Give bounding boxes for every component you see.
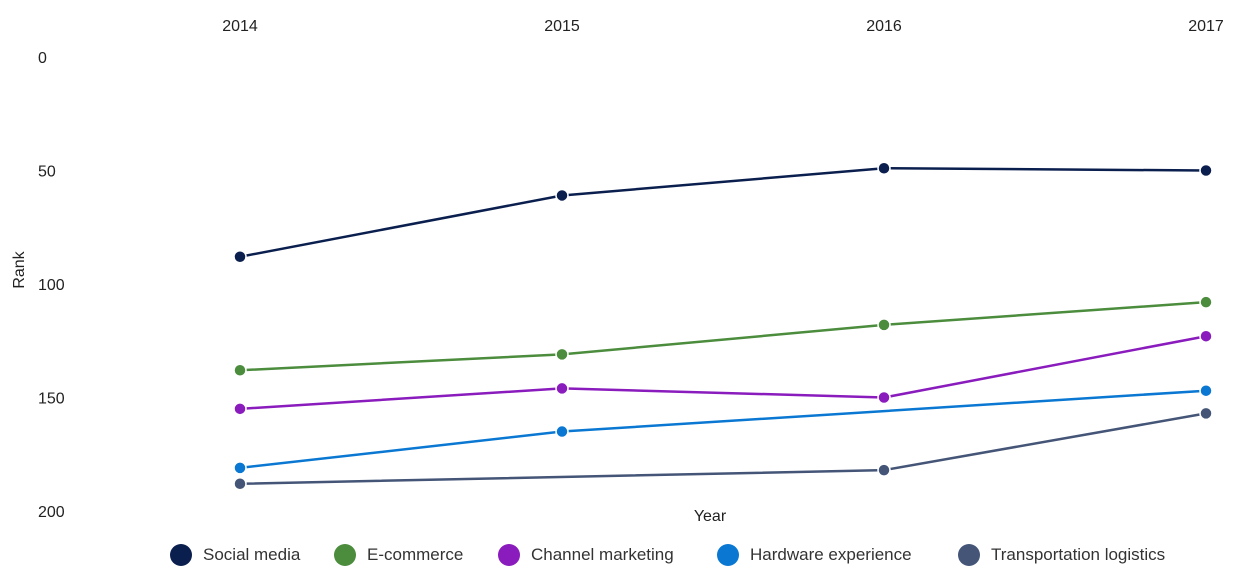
x-tick-label: 2014 [222, 18, 258, 35]
series-line [239, 389, 1207, 470]
y-tick-label: 50 [38, 164, 56, 181]
x-tick-labels: 2014 2015 2016 2017 [222, 18, 1224, 35]
legend-label: E-commerce [367, 545, 464, 564]
y-tick-label: 150 [38, 391, 65, 408]
legend-swatch [498, 544, 520, 566]
x-tick-label: 2015 [544, 18, 580, 35]
legend-label: Channel marketing [531, 545, 674, 564]
series-line [239, 334, 1207, 411]
legend-item-channel-marketing[interactable]: Channel marketing [498, 540, 674, 570]
legend-swatch [717, 544, 739, 566]
data-point[interactable] [233, 250, 247, 264]
data-point[interactable] [877, 318, 891, 332]
x-axis-title: Year [694, 508, 727, 525]
data-point[interactable] [233, 461, 247, 475]
legend-item-hardware-experience[interactable]: Hardware experience [717, 540, 912, 570]
y-axis-title: Rank [11, 250, 28, 288]
data-point[interactable] [1199, 406, 1213, 421]
data-point[interactable] [1199, 295, 1213, 309]
legend-label: Transportation logistics [991, 545, 1166, 564]
data-point[interactable] [1199, 383, 1213, 398]
line-chart: 2014 2015 2016 2017 0 50 100 150 200 Rank Year [11, 18, 1224, 525]
legend-item-e-commerce[interactable]: E-commerce [334, 540, 463, 570]
legend-swatch [334, 544, 356, 566]
data-point[interactable] [877, 463, 891, 477]
y-tick-labels: 0 50 100 150 200 [38, 50, 65, 521]
legend-item-social-media[interactable]: Social media [170, 540, 300, 570]
series-line [239, 166, 1207, 258]
data-point[interactable] [233, 363, 247, 378]
data-point[interactable] [555, 188, 569, 203]
legend-item-transportation-logistics[interactable]: Transportation logistics [958, 540, 1165, 570]
y-tick-label: 100 [38, 277, 65, 294]
series-points [233, 161, 1213, 491]
data-point[interactable] [877, 390, 891, 405]
data-point[interactable] [233, 402, 247, 416]
data-point[interactable] [1199, 163, 1213, 178]
legend-swatch [170, 544, 192, 566]
chart-legend: Social media E-commerce Channel marketin… [0, 540, 1235, 570]
data-point[interactable] [233, 477, 247, 491]
data-point[interactable] [555, 381, 569, 396]
series-line [239, 300, 1207, 372]
series-lines [239, 166, 1207, 486]
y-tick-label: 0 [38, 50, 47, 67]
legend-swatch [958, 544, 980, 566]
legend-label: Social media [203, 545, 301, 564]
data-point[interactable] [1199, 329, 1213, 343]
y-tick-label: 200 [38, 504, 65, 521]
data-point[interactable] [877, 161, 891, 175]
x-tick-label: 2016 [866, 18, 902, 35]
data-point[interactable] [555, 424, 569, 439]
data-point[interactable] [555, 347, 569, 362]
x-tick-label: 2017 [1188, 18, 1224, 35]
legend-label: Hardware experience [750, 545, 912, 564]
series-line [239, 412, 1207, 486]
